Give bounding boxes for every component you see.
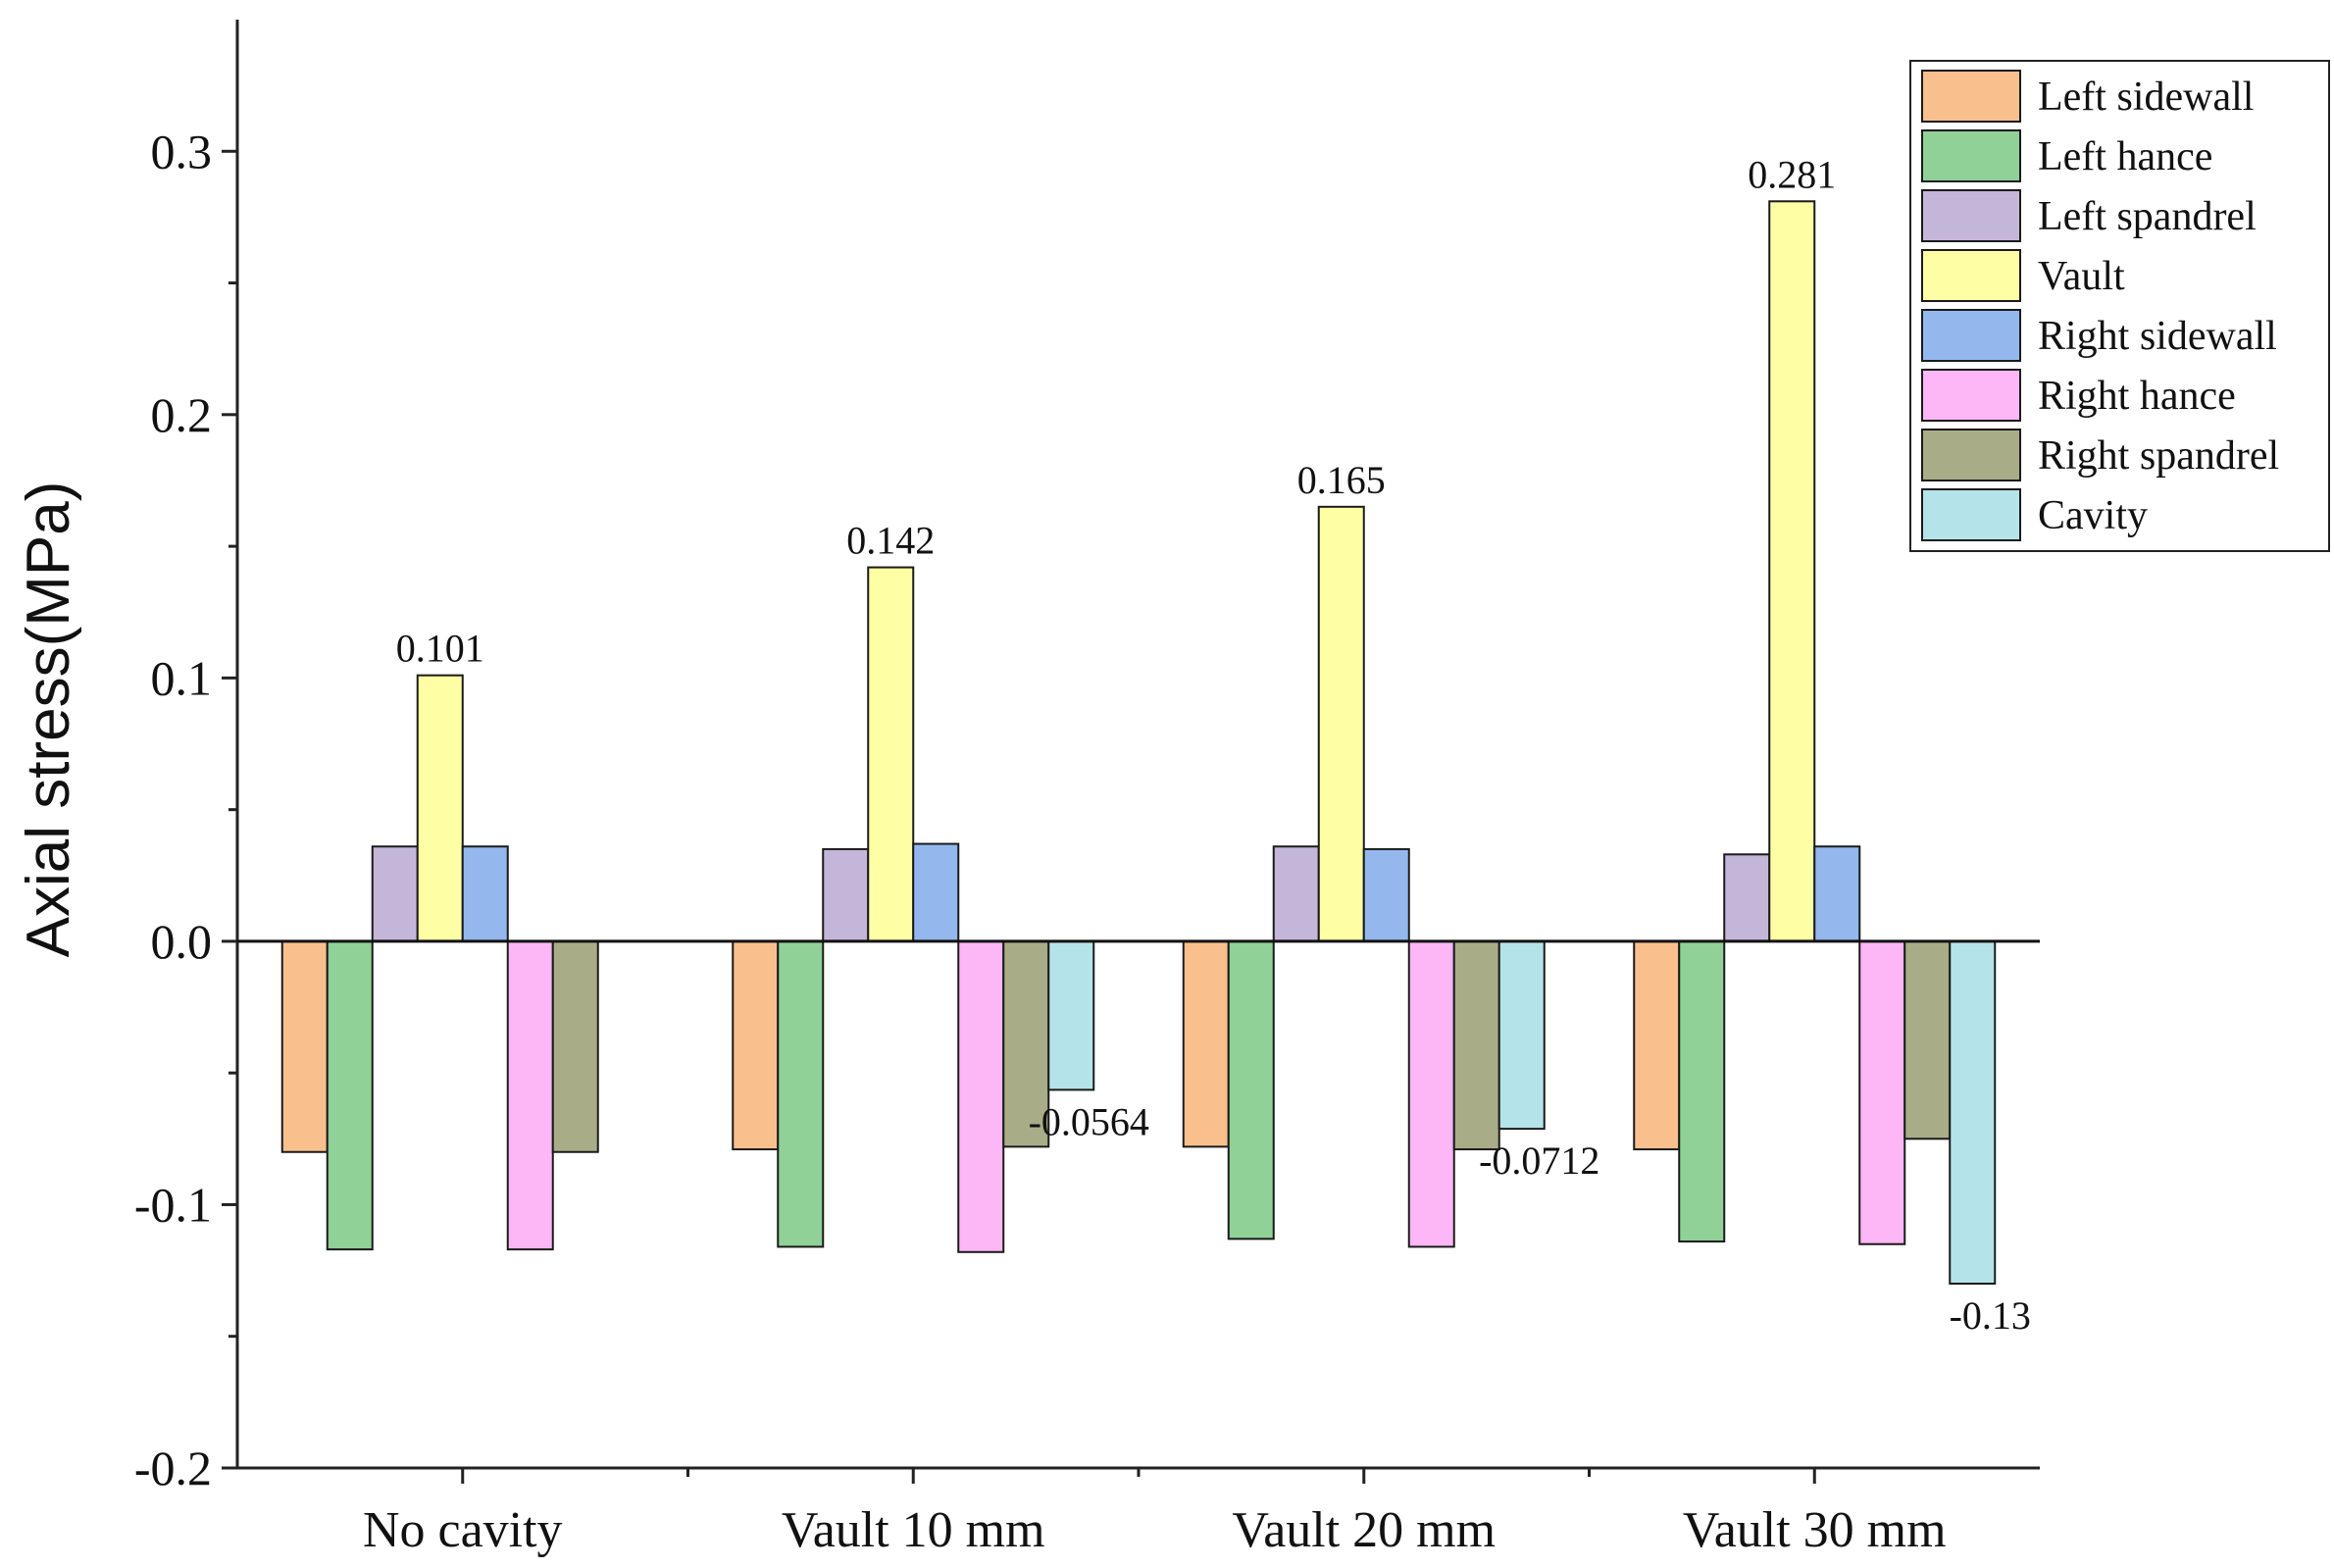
bar (1272, 845, 1320, 942)
bar (1633, 939, 1681, 1151)
data-label: 0.281 (1748, 152, 1836, 196)
x-category-label: No cavity (363, 1502, 563, 1558)
bar (1497, 939, 1546, 1131)
legend-label: Left spandrel (2038, 194, 2257, 239)
bar (1317, 505, 1365, 942)
legend-swatch (1921, 309, 2021, 362)
legend-swatch (1921, 369, 2021, 422)
y-tick-label: 0.2 (151, 387, 213, 442)
bar (867, 566, 915, 942)
bar (777, 939, 825, 1248)
data-label: 0.101 (396, 627, 484, 671)
legend: Left sidewall Left hance Left spandrel Vaul… (1909, 60, 2330, 552)
plot-area: -0.2 -0.1 0.0 0.1 0.2 0.3 No cavity Vault 10 mm… (15, 20, 2040, 1558)
data-label: -0.0712 (1479, 1138, 1599, 1183)
bar (1002, 939, 1050, 1148)
legend-swatch (1921, 249, 2021, 302)
bar (912, 842, 960, 942)
legend-label: Left hance (2038, 134, 2212, 179)
y-tick-label: 0.3 (151, 124, 213, 178)
x-category-label: Vault 10 mm (782, 1502, 1045, 1558)
bar (1182, 939, 1230, 1148)
bar (957, 939, 1005, 1253)
y-tick-label: 0.1 (151, 650, 213, 705)
data-label: 0.142 (846, 519, 935, 563)
bar (1678, 939, 1726, 1243)
bar (1813, 845, 1861, 942)
legend-swatch (1921, 488, 2021, 541)
bar (506, 939, 554, 1251)
bar (326, 939, 374, 1251)
data-label: -0.13 (1950, 1293, 2031, 1338)
legend-label: Right sidewall (2038, 314, 2277, 359)
bar (1858, 939, 1906, 1245)
y-tick-label: -0.1 (134, 1177, 212, 1232)
data-label: 0.165 (1297, 458, 1386, 502)
bar (1407, 939, 1455, 1248)
y-tick-label: -0.2 (134, 1441, 212, 1495)
legend-label: Right spandrel (2038, 433, 2279, 479)
bar (1047, 939, 1095, 1091)
x-category-label: Vault 30 mm (1683, 1502, 1947, 1558)
bar (461, 845, 509, 942)
bar (1227, 939, 1275, 1240)
legend-swatch (1921, 129, 2021, 182)
bar (1949, 939, 1997, 1286)
legend-swatch (1921, 70, 2021, 123)
legend-swatch (1921, 429, 2021, 481)
bar (280, 939, 329, 1153)
bar (732, 939, 780, 1151)
legend-label: Right hance (2038, 374, 2236, 419)
x-category-label: Vault 20 mm (1232, 1502, 1496, 1558)
bar (1362, 847, 1410, 942)
bar (551, 939, 599, 1153)
legend-label: Vault (2038, 254, 2125, 299)
y-tick-label: 0.0 (151, 914, 213, 969)
bar (1723, 853, 1771, 942)
bar (1768, 200, 1816, 942)
bar (822, 847, 870, 942)
bar (1903, 939, 1952, 1140)
y-axis-title: Axial stress(MPa) (15, 481, 82, 958)
legend-swatch (1921, 189, 2021, 242)
bar (1452, 939, 1500, 1151)
legend-label: Left sidewall (2038, 75, 2254, 120)
bar (416, 674, 464, 942)
bar (371, 845, 419, 942)
legend-label: Cavity (2038, 493, 2148, 538)
data-label: -0.0564 (1029, 1099, 1149, 1143)
